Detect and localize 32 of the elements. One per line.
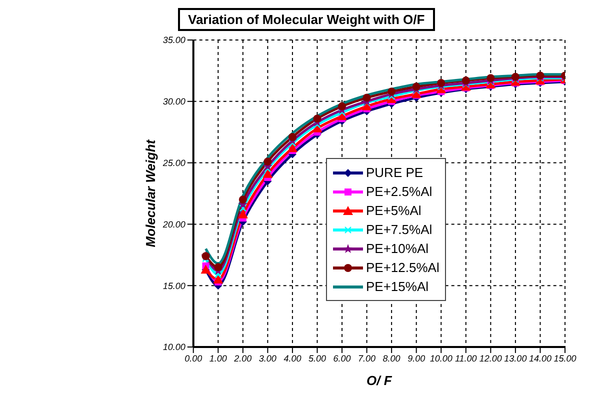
x-tick-label: 3.00 — [258, 353, 276, 364]
legend-label: PE+10%Al — [366, 241, 429, 256]
x-tick-label: 2.00 — [233, 353, 252, 364]
y-tick-label: 35.00 — [162, 35, 186, 46]
x-tick-label: 0.00 — [184, 353, 202, 364]
legend-label: PE+12.5%Al — [366, 260, 440, 275]
chart-title: Variation of Molecular Weight with O/F — [178, 8, 435, 31]
legend-label: PE+2.5%Al — [366, 184, 432, 199]
legend-label: PURE PE — [366, 165, 424, 180]
x-tick-label: 12.00 — [479, 353, 502, 364]
x-tick-label: 4.00 — [284, 353, 302, 364]
x-axis-title: O/ F — [366, 373, 393, 388]
y-axis-title: Molecular Weight — [142, 139, 158, 248]
y-tick-label: 30.00 — [162, 96, 186, 107]
y-tick-label: 20.00 — [162, 219, 186, 230]
x-tick-label: 9.00 — [408, 353, 426, 364]
y-tick-label: 25.00 — [162, 158, 186, 168]
x-tick-label: 11.00 — [454, 353, 477, 364]
y-tick-label: 10.00 — [162, 342, 186, 352]
x-tick-label: 14.00 — [528, 353, 552, 364]
x-tick-label: 5.00 — [308, 353, 326, 364]
x-tick-label: 15.00 — [554, 353, 576, 364]
x-tick-label: 10.00 — [430, 353, 452, 364]
x-tick-label: 1.00 — [209, 353, 227, 364]
x-tick-label: 8.00 — [382, 353, 400, 364]
legend-label: PE+15%Al — [366, 279, 429, 294]
y-tick-label: 15.00 — [162, 280, 186, 291]
x-tick-label: 7.00 — [358, 353, 376, 364]
x-tick-label: 13.00 — [504, 353, 527, 364]
x-tick-label: 6.00 — [333, 353, 351, 364]
legend-label: PE+5%Al — [366, 203, 422, 218]
legend-label: PE+7.5%Al — [366, 222, 432, 237]
